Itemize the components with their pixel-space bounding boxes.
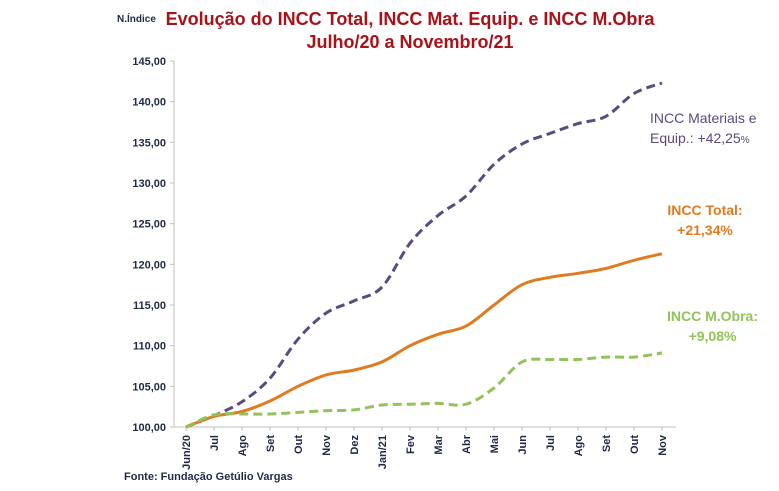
x-tick-label: Ago: [573, 435, 585, 457]
y-tick-label: 110,00: [133, 341, 166, 353]
x-tick-label: Mar: [433, 434, 445, 454]
chart-axes: 100,00 105,00 110,00 115,00 120,00 125,00 130,…: [132, 56, 676, 470]
annotation-obra-line2: +9,08%: [688, 328, 737, 344]
annotation-total: INCC Total: +21,34%: [655, 200, 755, 240]
y-axis-unit-label: N.Índice: [117, 14, 156, 25]
chart-title-line1: Evolução do INCC Total, INCC Mat. Equip.…: [165, 9, 655, 29]
x-tick-label: Fev: [405, 434, 417, 454]
x-tick-label: Jun: [517, 435, 529, 455]
annotation-materiais-line2: Equip.: +42,25: [650, 130, 741, 146]
x-tick-label: Ago: [237, 435, 249, 457]
annotation-materiais-line1: INCC Materiais e: [650, 110, 757, 126]
x-tick-label: Set: [601, 435, 613, 452]
y-tick-label: 140,00: [132, 97, 166, 109]
chart-title: Evolução do INCC Total, INCC Mat. Equip.…: [150, 8, 670, 54]
x-tick-label: Nov: [657, 434, 669, 456]
x-tick-label: Set: [265, 435, 277, 452]
y-tick-label: 105,00: [132, 381, 166, 393]
x-tick-label: Jul: [209, 435, 221, 451]
y-tick-label: 130,00: [132, 178, 166, 190]
source-note: Fonte: Fundação Getúlio Vargas: [124, 471, 293, 483]
chart-series: [185, 81, 663, 429]
annotation-total-line2: +21,34%: [677, 222, 733, 238]
x-tick-label: Dez: [349, 435, 361, 455]
y-tick-label: 100,00: [132, 422, 166, 434]
annotation-materiais-pct: %: [740, 135, 750, 146]
x-tick-label: Jun/20: [181, 435, 193, 470]
y-tick-label: 135,00: [132, 137, 166, 149]
y-tick-label: 125,00: [132, 219, 166, 231]
annotation-materiais: INCC Materiais e Equip.: +42,25%: [650, 108, 775, 151]
y-tick-label: 120,00: [132, 259, 166, 271]
x-tick-label: Mai: [489, 435, 501, 453]
series-line-obra: [185, 351, 663, 429]
annotation-total-line1: INCC Total:: [667, 202, 743, 218]
x-tick-label: Out: [293, 435, 305, 454]
x-tick-label: Nov: [321, 434, 333, 456]
x-tick-label: Out: [629, 435, 641, 454]
y-tick-label: 145,00: [132, 56, 166, 68]
x-tick-label: Abr: [461, 434, 473, 454]
series-line-total: [185, 252, 663, 429]
x-tick-label: Jul: [545, 435, 557, 451]
series-line-materiais: [185, 81, 663, 429]
annotation-obra: INCC M.Obra: +9,08%: [655, 306, 770, 346]
chart-title-line2: Julho/20 a Novembro/21: [306, 32, 514, 52]
annotation-obra-line1: INCC M.Obra:: [667, 308, 758, 324]
y-tick-label: 115,00: [133, 300, 166, 312]
x-tick-label: Jan/21: [377, 435, 389, 469]
